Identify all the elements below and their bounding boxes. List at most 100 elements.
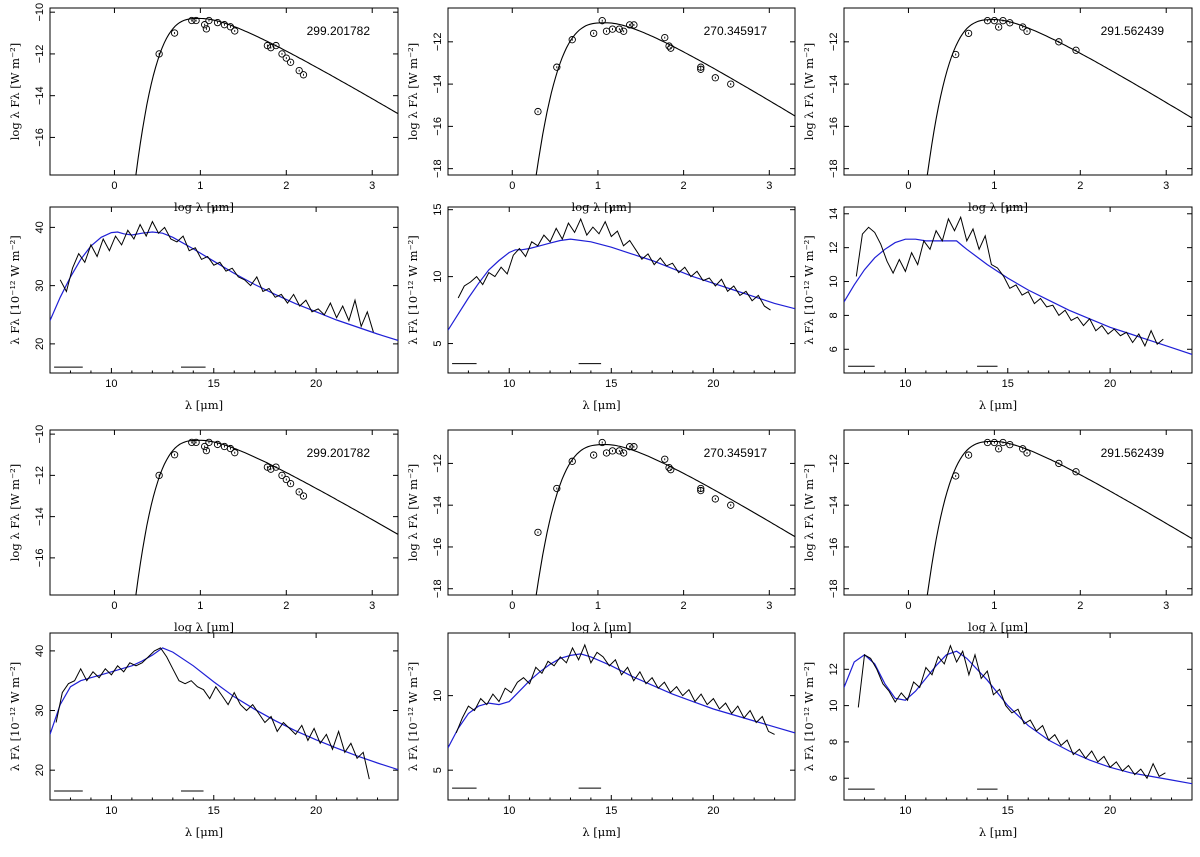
- y-tick-label: 12: [828, 242, 840, 254]
- plot-area: [135, 16, 398, 175]
- y-tick-label: 30: [34, 704, 46, 716]
- photometry-point: [990, 438, 999, 447]
- source-id-label: 270.345917: [704, 446, 768, 460]
- photometry-point: [727, 501, 735, 509]
- x-tick-label: 0: [111, 600, 117, 612]
- x-axis-label: λ [μm]: [979, 398, 1017, 412]
- plot-frame: [447, 429, 796, 596]
- photometry-point: [202, 446, 211, 455]
- y-axis-label: log λ Fλ [W m⁻²]: [406, 464, 420, 562]
- photometry-point: [299, 492, 308, 500]
- photometry-point: [983, 17, 992, 25]
- photometry-point: [568, 36, 576, 44]
- x-tick-label: 10: [105, 805, 117, 817]
- x-axis-label: λ [μm]: [185, 398, 223, 412]
- x-tick-label: 0: [905, 600, 911, 612]
- y-tick-label: −18: [828, 159, 840, 178]
- model-sed-curve: [926, 19, 1192, 175]
- photometry-point: [205, 438, 213, 447]
- x-tick-label: 1: [595, 180, 601, 192]
- photometry-point: [213, 440, 222, 449]
- x-tick-label: 15: [208, 805, 220, 817]
- y-axis-label: λ Fλ [10⁻¹² W m⁻²]: [8, 235, 22, 344]
- photometry-point: [990, 17, 999, 25]
- y-tick-label: −18: [432, 579, 444, 598]
- photometry-point: [188, 16, 196, 25]
- y-tick-label: 10: [432, 270, 444, 282]
- x-tick-label: 20: [310, 378, 322, 390]
- photometry-point: [231, 27, 239, 35]
- plot-area: [50, 220, 398, 368]
- plot-area: [448, 643, 795, 789]
- y-tick-label: −12: [432, 32, 444, 51]
- plot-area: [534, 17, 795, 175]
- y-tick-label: −12: [828, 32, 840, 51]
- photometry-point: [619, 449, 628, 457]
- y-axis-label: λ Fλ [10⁻¹² W m⁻²]: [802, 662, 816, 771]
- photometry-point: [619, 27, 628, 35]
- chart-panel: 10 15 20 20 30 40 λ [μm] λ Fλ [10⁻¹² W m⁻²]: [8, 206, 399, 412]
- plot-frame: [49, 429, 399, 596]
- x-axis-label: λ [μm]: [582, 825, 620, 839]
- y-tick-label: 5: [432, 340, 444, 346]
- photometry-point: [983, 438, 992, 447]
- y-axis-label: log λ Fλ [W m⁻²]: [406, 43, 420, 141]
- y-tick-label: 12: [828, 663, 840, 675]
- x-tick-label: 10: [899, 378, 911, 390]
- y-tick-label: −14: [34, 86, 46, 105]
- y-tick-label: −16: [828, 117, 840, 136]
- y-tick-label: −14: [828, 496, 840, 515]
- photometry-point: [299, 71, 308, 79]
- x-axis-label: log λ [μm]: [572, 620, 632, 634]
- photometry-point: [1072, 468, 1080, 476]
- plot-frame: [447, 7, 796, 176]
- photometry-point: [201, 442, 209, 451]
- y-tick-label: 30: [34, 280, 46, 292]
- plot-frame: [843, 206, 1193, 374]
- source-id-label: 299.201782: [307, 24, 371, 38]
- observed-spectrum-line: [455, 643, 775, 735]
- source-id-label: 270.345917: [704, 24, 768, 38]
- photometry-point: [590, 451, 598, 459]
- plot-area: [50, 647, 398, 792]
- photometry-point: [697, 63, 705, 71]
- photometry-point: [711, 74, 719, 82]
- x-tick-label: 3: [369, 180, 375, 192]
- x-tick-label: 15: [208, 378, 220, 390]
- photometry-point: [667, 44, 675, 52]
- photometry-point: [286, 479, 295, 488]
- model-sed-curve: [926, 440, 1192, 595]
- plot-area: [844, 644, 1192, 790]
- y-tick-label: 15: [432, 204, 444, 216]
- plot-area: [135, 438, 398, 595]
- x-tick-label: 2: [283, 600, 289, 612]
- photometry-point: [231, 449, 239, 457]
- photometry-point: [697, 65, 705, 73]
- photometry-point: [1055, 38, 1063, 46]
- plot-frame: [843, 632, 1193, 801]
- photometry-point: [272, 463, 280, 471]
- y-tick-label: 10: [828, 699, 840, 711]
- source-id-label: 299.201782: [307, 446, 371, 460]
- y-tick-label: −18: [828, 579, 840, 598]
- photometry-point: [661, 455, 669, 463]
- chart-panel: 10 15 20 20 30 40 λ [μm] λ Fλ [10⁻¹² W m⁻²]: [8, 632, 399, 839]
- photometry-point: [1023, 27, 1031, 35]
- y-tick-label: −10: [34, 425, 46, 444]
- y-tick-label: 20: [34, 764, 46, 776]
- plot-area: [534, 438, 795, 595]
- observed-spectrum-line: [55, 647, 370, 780]
- y-tick-label: −16: [34, 128, 46, 147]
- x-axis-label: λ [μm]: [185, 825, 223, 839]
- photometry-point: [170, 29, 179, 37]
- x-tick-label: 15: [1002, 805, 1014, 817]
- photometry-point: [608, 25, 617, 33]
- plot-frame: [843, 429, 1193, 596]
- y-tick-label: 20: [34, 338, 46, 350]
- x-tick-label: 10: [503, 378, 515, 390]
- model-fit-line: [50, 231, 398, 341]
- photometry-point: [213, 18, 222, 27]
- photometry-point: [155, 471, 163, 480]
